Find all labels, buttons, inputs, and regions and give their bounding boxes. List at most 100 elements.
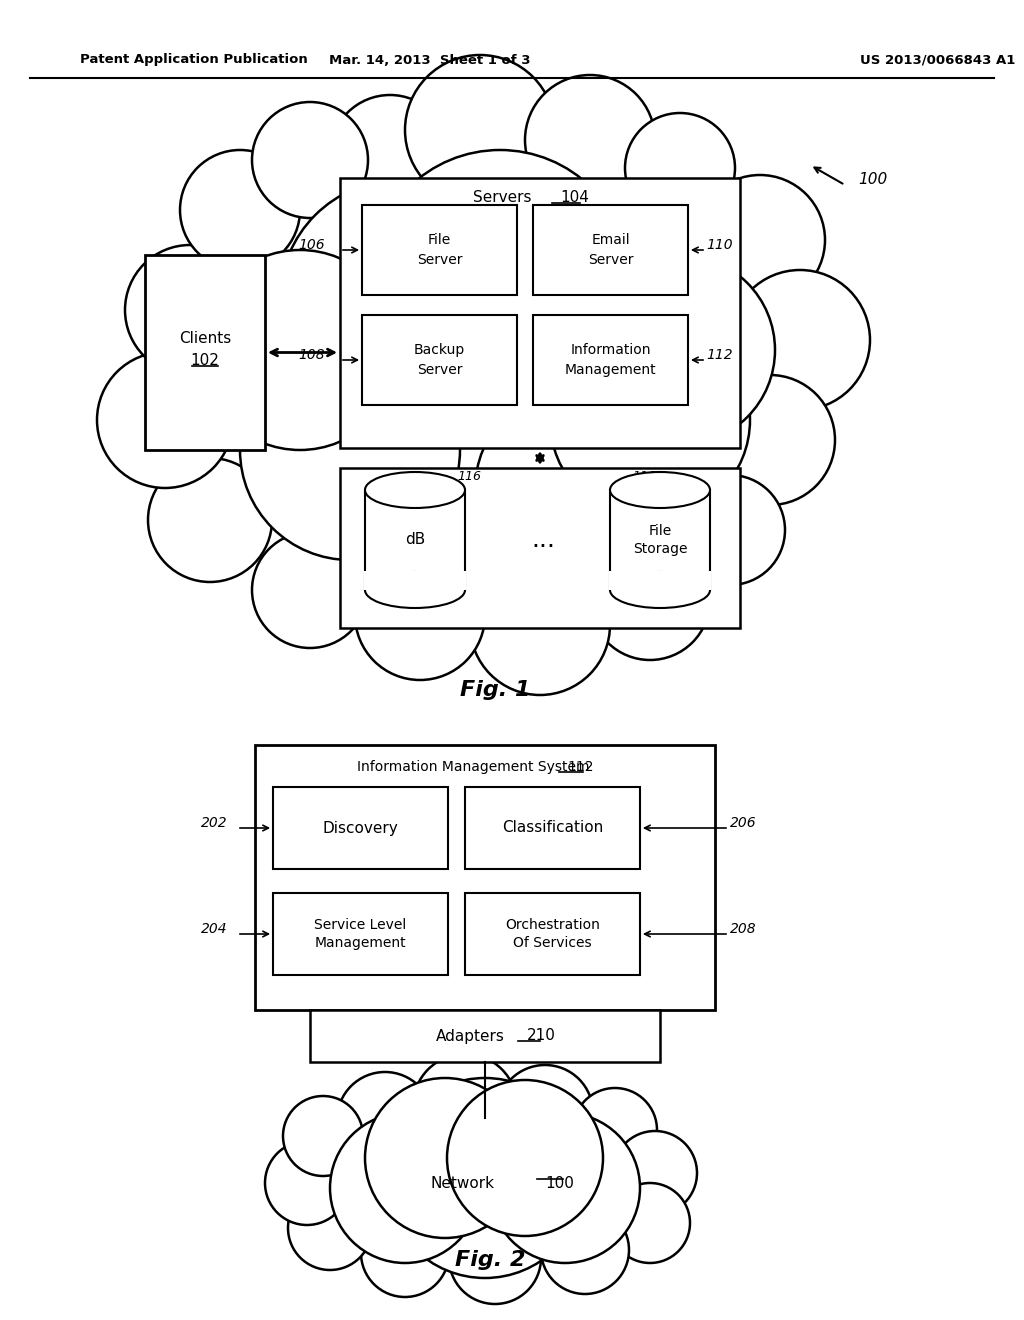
Bar [534, 315, 688, 405]
Bar [465, 894, 640, 975]
Circle shape [730, 271, 870, 411]
Bar [609, 572, 711, 590]
Circle shape [97, 352, 233, 488]
Text: Information Management System: Information Management System [356, 760, 589, 774]
Text: Service Level
Management: Service Level Management [314, 917, 407, 950]
Text: Fig. 1: Fig. 1 [460, 680, 530, 700]
Bar [273, 787, 449, 869]
Circle shape [541, 1206, 629, 1294]
Circle shape [447, 1080, 603, 1236]
Circle shape [319, 271, 580, 531]
Circle shape [180, 150, 300, 271]
Circle shape [590, 540, 710, 660]
Circle shape [470, 554, 610, 696]
Bar [340, 178, 740, 447]
Circle shape [355, 550, 485, 680]
Circle shape [490, 1113, 640, 1263]
Ellipse shape [365, 473, 465, 508]
Circle shape [449, 1212, 541, 1304]
Circle shape [337, 1072, 433, 1168]
Bar [340, 469, 740, 628]
Text: 118: 118 [632, 470, 656, 483]
Circle shape [435, 275, 685, 525]
Circle shape [265, 1140, 349, 1225]
Text: 104: 104 [560, 190, 589, 206]
Circle shape [525, 75, 655, 205]
Text: 206: 206 [730, 816, 757, 830]
Text: US 2013/0066843 A1: US 2013/0066843 A1 [860, 54, 1016, 66]
Text: Mar. 14, 2013  Sheet 1 of 3: Mar. 14, 2013 Sheet 1 of 3 [330, 54, 530, 66]
Bar [310, 1010, 660, 1063]
Ellipse shape [365, 572, 465, 609]
Text: 208: 208 [730, 921, 757, 936]
Circle shape [675, 475, 785, 585]
Circle shape [148, 458, 272, 582]
Circle shape [705, 375, 835, 506]
Circle shape [497, 1065, 593, 1162]
Text: 106: 106 [298, 238, 325, 252]
Circle shape [280, 180, 520, 420]
Circle shape [240, 341, 460, 560]
Bar [465, 787, 640, 869]
Bar [362, 315, 517, 405]
Text: 112: 112 [567, 760, 594, 774]
Circle shape [330, 95, 450, 215]
Bar [145, 255, 265, 450]
Circle shape [413, 1053, 517, 1158]
Circle shape [475, 385, 685, 595]
Text: 204: 204 [202, 921, 228, 936]
Circle shape [613, 1131, 697, 1214]
Bar [273, 894, 449, 975]
Text: 210: 210 [527, 1028, 556, 1044]
Circle shape [625, 114, 735, 223]
Circle shape [550, 319, 750, 520]
Text: File
Server: File Server [417, 234, 462, 267]
Circle shape [283, 1096, 362, 1176]
Text: Classification: Classification [502, 821, 603, 836]
Text: 102: 102 [190, 352, 219, 368]
Text: 100: 100 [545, 1176, 573, 1191]
Text: Email
Server: Email Server [588, 234, 633, 267]
Text: Backup
Server: Backup Server [414, 343, 465, 376]
Circle shape [585, 255, 775, 445]
Bar [362, 205, 517, 294]
Text: Network: Network [431, 1176, 495, 1191]
Bar [255, 744, 715, 1010]
Text: 100: 100 [858, 173, 887, 187]
Circle shape [125, 246, 255, 375]
Ellipse shape [610, 473, 710, 508]
Circle shape [485, 185, 715, 414]
Circle shape [252, 532, 368, 648]
Circle shape [200, 249, 400, 450]
Circle shape [361, 1209, 449, 1298]
Circle shape [385, 1078, 585, 1278]
Text: Information
Management: Information Management [564, 343, 656, 376]
Circle shape [573, 1088, 657, 1172]
Text: Fig. 2: Fig. 2 [455, 1250, 525, 1270]
Circle shape [370, 150, 630, 411]
Circle shape [370, 370, 590, 590]
Text: 112: 112 [706, 348, 732, 362]
Circle shape [695, 176, 825, 305]
Bar [365, 490, 465, 590]
Text: Adapters: Adapters [435, 1028, 505, 1044]
Text: Clients: Clients [179, 331, 231, 346]
Circle shape [365, 1078, 525, 1238]
Circle shape [288, 1185, 372, 1270]
Text: Network: Network [458, 612, 522, 627]
Circle shape [252, 102, 368, 218]
Text: ...: ... [531, 528, 555, 552]
Bar [534, 205, 688, 294]
Circle shape [610, 1183, 690, 1263]
Circle shape [406, 55, 555, 205]
Text: Discovery: Discovery [323, 821, 398, 836]
Bar [610, 490, 710, 590]
Circle shape [330, 1113, 480, 1263]
Text: 108: 108 [298, 348, 325, 362]
Text: Orchestration
Of Services: Orchestration Of Services [505, 917, 600, 950]
Text: Servers: Servers [473, 190, 532, 206]
Text: 116: 116 [457, 470, 481, 483]
Text: Patent Application Publication: Patent Application Publication [80, 54, 308, 66]
Text: 110: 110 [706, 238, 732, 252]
Ellipse shape [610, 572, 710, 609]
